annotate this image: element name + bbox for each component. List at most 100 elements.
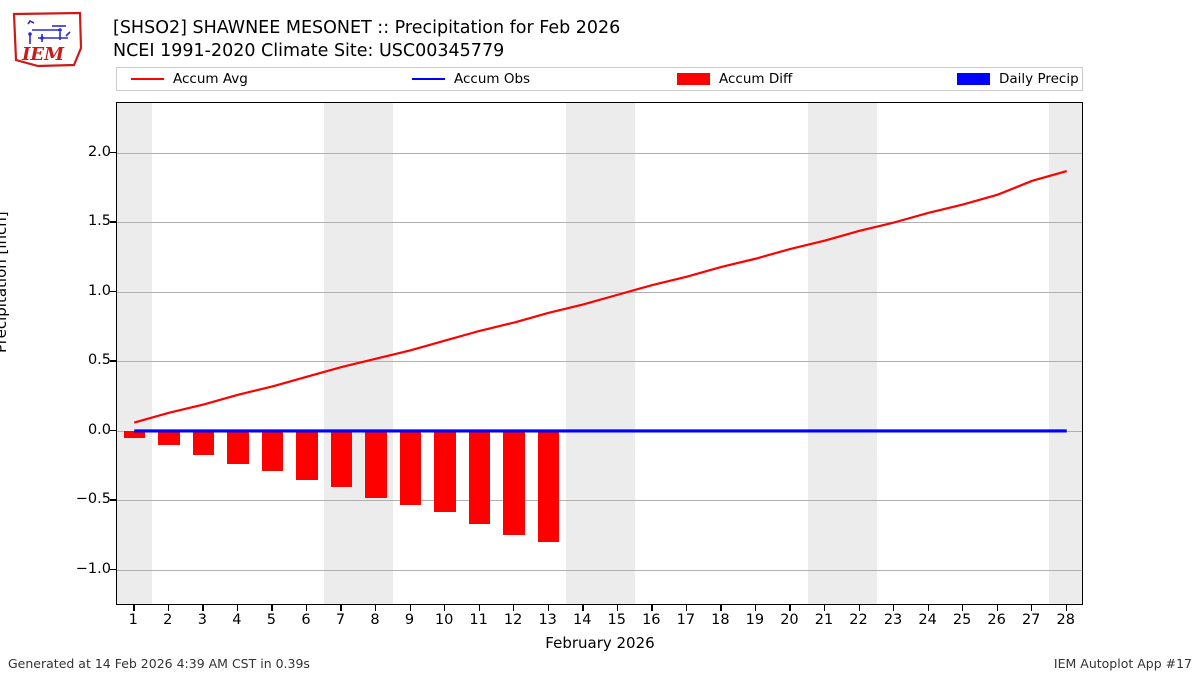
bar-accum-diff xyxy=(365,430,387,498)
x-tick-label: 5 xyxy=(266,612,277,628)
x-tick-label: 24 xyxy=(918,612,937,628)
weekend-band xyxy=(565,103,636,604)
x-tick-mark xyxy=(133,605,135,611)
x-tick-mark xyxy=(720,605,722,611)
legend-label: Accum Diff xyxy=(719,71,793,87)
x-tick-mark xyxy=(340,605,342,611)
x-tick-label: 9 xyxy=(404,612,415,628)
x-tick-mark xyxy=(962,605,964,611)
x-tick-label: 2 xyxy=(163,612,173,628)
bar-accum-diff xyxy=(468,430,491,525)
legend-label: Daily Precip xyxy=(999,71,1079,87)
x-tick-label: 17 xyxy=(676,612,696,628)
x-tick-label: 28 xyxy=(1056,612,1075,628)
bar-accum-diff xyxy=(503,430,525,536)
x-tick-label: 11 xyxy=(469,612,488,628)
chart-subtitle: NCEI 1991-2020 Climate Site: USC00345779 xyxy=(113,41,505,61)
x-tick-mark xyxy=(996,605,998,611)
iem-logo-text: IEM xyxy=(21,44,65,65)
x-tick-label: 27 xyxy=(1021,612,1041,628)
x-tick-label: 14 xyxy=(572,612,592,628)
x-tick-mark xyxy=(685,605,688,611)
bar-accum-diff xyxy=(434,430,456,512)
x-tick-mark xyxy=(478,605,480,611)
x-tick-label: 10 xyxy=(434,612,454,628)
y-tick-mark xyxy=(110,568,116,571)
x-tick-mark xyxy=(582,605,584,611)
y-tick-mark xyxy=(110,429,116,432)
x-tick-label: 16 xyxy=(642,612,661,628)
y-tick-label: 1.0 xyxy=(87,282,111,299)
y-tick-label: −0.5 xyxy=(75,491,111,508)
bar-accum-diff xyxy=(227,430,249,465)
legend-patch-swatch-red xyxy=(677,73,710,85)
x-tick-label: 19 xyxy=(745,612,765,628)
x-tick-mark xyxy=(409,605,411,611)
bar-accum-diff xyxy=(261,430,284,472)
plot-canvas xyxy=(117,103,1082,604)
x-tick-label: 7 xyxy=(335,612,346,628)
footer-app: IEM Autoplot App #17 xyxy=(1053,656,1192,671)
x-tick-mark xyxy=(927,605,929,611)
x-tick-label: 13 xyxy=(538,612,557,628)
x-tick-mark xyxy=(305,605,308,611)
y-tick-label: 2.0 xyxy=(87,144,111,161)
chart-title-block: [SHSO2] SHAWNEE MESONET :: Precipitation… xyxy=(113,17,1013,63)
weekend-band xyxy=(324,103,394,604)
plot-area xyxy=(116,102,1083,605)
weekend-band xyxy=(807,103,877,604)
x-tick-label: 23 xyxy=(883,612,903,628)
weekend-band xyxy=(1049,103,1082,604)
y-tick-label: 1.5 xyxy=(87,213,111,230)
x-tick-label: 26 xyxy=(987,612,1006,628)
legend-label: Accum Avg xyxy=(173,71,248,87)
bar-accum-diff xyxy=(192,430,215,455)
x-tick-mark xyxy=(754,605,757,611)
gridline xyxy=(117,361,1082,363)
chart-legend: Accum Avg Accum Obs Accum Diff Daily Pre… xyxy=(116,67,1083,91)
bar-accum-diff xyxy=(158,430,180,445)
y-tick-label: 0.5 xyxy=(87,352,111,369)
x-tick-mark xyxy=(651,605,653,611)
legend-item-accum-obs[interactable]: Accum Obs xyxy=(412,68,530,90)
x-tick-label: 18 xyxy=(711,612,730,628)
iem-logo: IEM xyxy=(8,8,86,70)
gridline xyxy=(117,500,1082,502)
legend-item-accum-diff[interactable]: Accum Diff xyxy=(677,68,792,90)
y-tick-label: 0.0 xyxy=(87,421,111,438)
bar-accum-diff xyxy=(537,430,560,543)
gridline xyxy=(117,153,1082,155)
x-tick-mark xyxy=(271,605,273,611)
chart-title: [SHSO2] SHAWNEE MESONET :: Precipitation… xyxy=(113,18,621,38)
x-tick-mark xyxy=(375,605,377,611)
weekend-band xyxy=(117,103,152,604)
x-tick-label: 6 xyxy=(301,612,311,628)
legend-line-swatch-red xyxy=(131,78,164,80)
footer-generated: Generated at 14 Feb 2026 4:39 AM CST in … xyxy=(8,656,310,671)
legend-item-daily-precip[interactable]: Daily Precip xyxy=(957,68,1079,90)
bar-accum-diff xyxy=(330,430,353,487)
x-tick-mark xyxy=(1031,605,1033,611)
bar-accum-diff xyxy=(123,430,145,438)
x-tick-mark xyxy=(823,605,826,611)
x-tick-mark xyxy=(616,605,619,611)
bar-accum-diff xyxy=(399,430,422,505)
x-tick-mark xyxy=(513,605,515,611)
x-tick-mark xyxy=(202,605,204,611)
x-tick-label: 12 xyxy=(503,612,523,628)
x-tick-mark xyxy=(893,605,895,611)
gridline xyxy=(117,222,1082,224)
x-tick-label: 15 xyxy=(607,612,626,628)
x-tick-label: 20 xyxy=(780,612,799,628)
bar-accum-diff xyxy=(296,430,318,480)
y-tick-mark xyxy=(110,221,116,223)
x-tick-mark xyxy=(1065,605,1068,611)
y-tick-mark xyxy=(110,152,116,154)
legend-item-accum-avg[interactable]: Accum Avg xyxy=(131,68,248,90)
y-axis-label: Precipitation [inch] xyxy=(0,211,10,353)
gridline xyxy=(117,569,1082,571)
x-tick-mark xyxy=(236,605,239,611)
x-tick-mark xyxy=(444,605,446,611)
line-accum-avg xyxy=(133,170,1068,424)
